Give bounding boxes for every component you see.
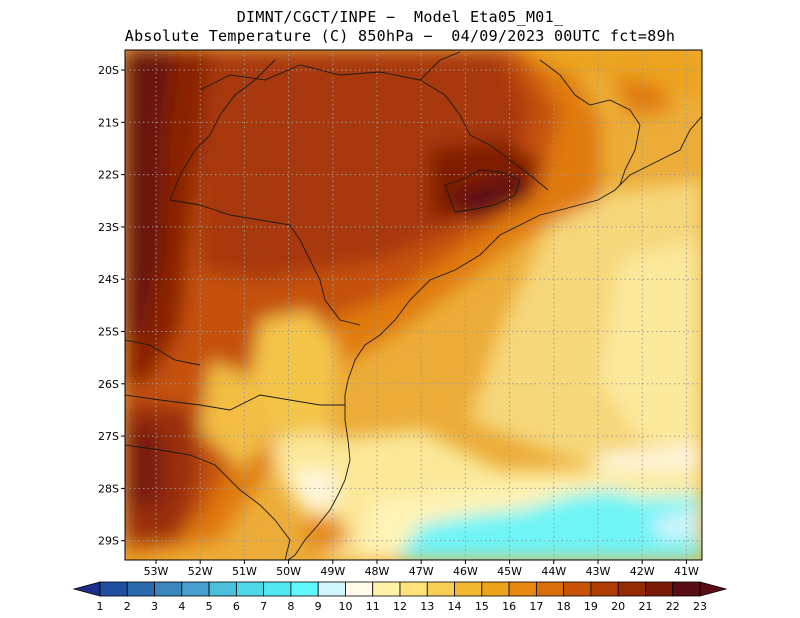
colorbar-label: 5 (206, 600, 213, 613)
map-title-line-2: Absolute Temperature (C) 850hPa − 04/09/… (124, 27, 676, 45)
colorbar-swatch (99, 581, 128, 597)
state-border (169, 199, 361, 326)
lon-label: 52W (188, 565, 213, 578)
colorbar-label: 21 (638, 600, 652, 613)
lon-label: 51W (232, 565, 257, 578)
colorbar-label: 12 (393, 600, 407, 613)
colorbar-swatch (563, 581, 592, 597)
lat-label: 29S (98, 535, 119, 548)
colorbar-label: 22 (666, 600, 680, 613)
colorbar-swatch (317, 581, 346, 597)
state-border (125, 444, 291, 560)
colorbar-swatch (181, 581, 210, 597)
lat-label: 21S (98, 116, 119, 129)
lon-label: 49W (320, 565, 345, 578)
colorbar-label: 18 (557, 600, 571, 613)
colorbar-swatch (672, 581, 701, 597)
colorbar-labels: 1 2 3 4 5 6 7 8 9 10 11 12 13 14 15 16 17 18 19 20 21 22 23 (97, 600, 708, 613)
colorbar-swatch (617, 581, 646, 597)
state-border (419, 51, 461, 81)
state-border (539, 59, 641, 126)
lon-label: 42W (630, 565, 655, 578)
lon-label: 46W (453, 565, 478, 578)
colorbar-swatch (263, 581, 292, 597)
colorbar-swatch (508, 581, 537, 597)
lon-label: 43W (586, 565, 611, 578)
colorbar-label: 23 (693, 600, 707, 613)
state-border (125, 339, 201, 366)
lon-label: 53W (144, 565, 169, 578)
lon-label: 50W (276, 565, 301, 578)
plot-frame (124, 49, 703, 561)
colorbar-label: 10 (338, 600, 352, 613)
coastline-and-borders (125, 51, 702, 560)
colorbar-arrow-right (699, 581, 728, 597)
colorbar-swatch (535, 581, 565, 597)
colorbar-label: 9 (315, 600, 322, 613)
lat-label: 24S (98, 273, 119, 286)
state-border (125, 394, 345, 411)
lon-label: 41W (674, 565, 699, 578)
colorbar-swatch (454, 581, 483, 597)
colorbar-swatch (481, 581, 510, 597)
colorbar-swatch (372, 581, 401, 597)
lon-label: 45W (497, 565, 522, 578)
colorbar-swatch (426, 581, 455, 597)
colorbar-swatch (235, 581, 265, 597)
colorbar-label: 7 (260, 600, 267, 613)
colorbar-label: 3 (151, 600, 158, 613)
state-border (199, 64, 549, 191)
temperature-field (125, 50, 702, 560)
colorbar-arrow-left (72, 581, 101, 597)
colorbar-label: 17 (529, 600, 543, 613)
colorbar-label: 2 (124, 600, 131, 613)
colorbar-swatch (126, 581, 155, 597)
lon-label: 47W (409, 565, 434, 578)
state-border (169, 59, 276, 201)
lat-label: 26S (98, 378, 119, 391)
lat-label: 27S (98, 430, 119, 443)
colorbar-label: 6 (233, 600, 240, 613)
lat-label: 20S (98, 64, 119, 77)
lat-label: 23S (98, 221, 119, 234)
lat-lon-grid (125, 50, 702, 560)
colorbar-swatch (645, 581, 674, 597)
lat-label: 28S (98, 482, 119, 495)
colorbar-label: 14 (448, 600, 462, 613)
lon-label: 48W (365, 565, 390, 578)
state-border (619, 124, 641, 186)
colorbar-swatch (345, 581, 374, 597)
colorbar-label: 16 (502, 600, 516, 613)
latitude-labels: 20S 21S 22S 23S 24S 25S 26S 27S 28S 29S (98, 64, 125, 548)
lon-label: 44W (541, 565, 566, 578)
bay (444, 169, 521, 213)
colorbar-label: 20 (611, 600, 625, 613)
colorbar-swatch (399, 581, 428, 597)
colorbar-swatch (590, 581, 619, 597)
lat-label: 25S (98, 326, 119, 339)
colorbar-label: 19 (584, 600, 598, 613)
colorbar (72, 581, 728, 597)
coastline (287, 115, 702, 560)
colorbar-label: 8 (287, 600, 294, 613)
longitude-labels: 53W 52W 51W 50W 49W 48W 47W 46W 45W 44W 43W 42W 41W (144, 560, 699, 578)
map-title-line-1: DIMNT/CGCT/INPE − Model Eta05_M01_ (236, 8, 564, 26)
lat-label: 22S (98, 169, 119, 182)
colorbar-label: 13 (420, 600, 434, 613)
colorbar-label: 11 (366, 600, 380, 613)
colorbar-label: 1 (97, 600, 104, 613)
colorbar-swatch (208, 581, 237, 597)
colorbar-swatch (154, 581, 183, 597)
colorbar-label: 15 (475, 600, 489, 613)
colorbar-label: 4 (178, 600, 185, 613)
colorbar-swatch (290, 581, 319, 597)
